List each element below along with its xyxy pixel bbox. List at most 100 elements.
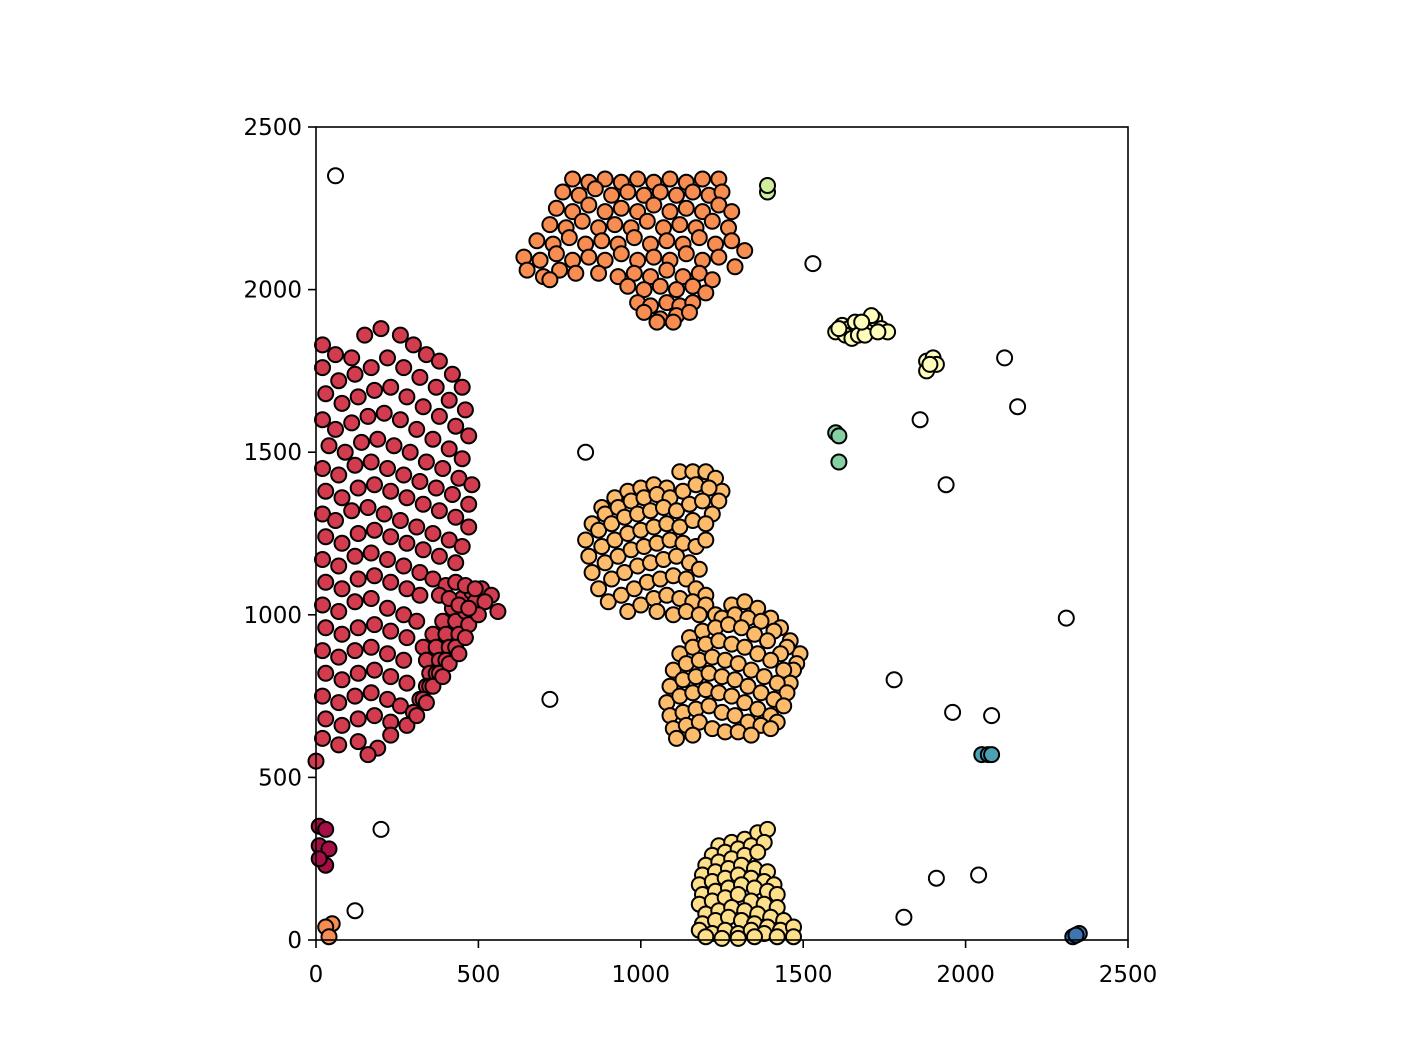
data-point xyxy=(590,264,608,282)
data-point xyxy=(681,303,698,321)
data-point xyxy=(379,645,396,663)
y-tick-label: 2000 xyxy=(243,278,302,304)
data-point xyxy=(619,277,637,295)
data-point xyxy=(379,349,396,367)
data-point xyxy=(619,603,637,620)
data-point xyxy=(668,186,685,204)
data-point xyxy=(314,551,331,568)
x-tick-label: 2500 xyxy=(1099,962,1158,988)
data-point xyxy=(736,638,754,656)
data-point xyxy=(349,710,367,728)
data-point xyxy=(830,320,848,338)
data-point xyxy=(398,580,416,598)
data-point xyxy=(983,746,1001,764)
data-point xyxy=(440,440,458,458)
data-point xyxy=(372,320,390,338)
data-point xyxy=(697,515,715,533)
data-point xyxy=(668,281,685,299)
data-point xyxy=(541,271,559,289)
data-point xyxy=(314,336,331,354)
data-point xyxy=(385,437,403,455)
data-point xyxy=(382,528,400,546)
data-point xyxy=(638,212,656,230)
data-point xyxy=(443,486,461,503)
data-point xyxy=(320,840,338,858)
data-point xyxy=(346,593,364,611)
data-point xyxy=(547,245,565,263)
data-point xyxy=(349,479,367,497)
data-point xyxy=(609,547,627,565)
data-point xyxy=(726,707,744,725)
data-point xyxy=(417,694,435,712)
data-point xyxy=(697,531,715,549)
data-point xyxy=(645,248,663,266)
data-point xyxy=(343,414,361,432)
data-point xyxy=(330,736,348,754)
data-point xyxy=(417,453,435,471)
data-point xyxy=(327,512,344,529)
data-point xyxy=(629,170,647,188)
data-point xyxy=(411,473,429,490)
data-point xyxy=(775,697,793,715)
data-point xyxy=(456,401,474,419)
data-point xyxy=(343,502,361,520)
y-tick-label: 2500 xyxy=(243,115,302,141)
data-point xyxy=(586,180,604,198)
data-point xyxy=(489,603,507,620)
data-point xyxy=(427,378,445,396)
data-point xyxy=(531,251,549,269)
data-point xyxy=(736,593,754,611)
data-point xyxy=(440,531,458,549)
data-point xyxy=(593,538,611,555)
data-point xyxy=(713,929,731,947)
data-point xyxy=(317,710,335,728)
data-point xyxy=(382,622,400,640)
data-point xyxy=(1057,609,1075,627)
x-tick-label: 0 xyxy=(309,962,324,988)
data-point xyxy=(710,248,728,266)
data-point xyxy=(366,476,383,494)
data-point xyxy=(996,349,1014,367)
data-point xyxy=(911,411,929,429)
data-point xyxy=(739,677,757,695)
data-point xyxy=(430,352,448,370)
data-point xyxy=(564,170,582,188)
data-point xyxy=(603,515,621,533)
data-point xyxy=(684,726,702,744)
data-point xyxy=(853,313,871,331)
data-point xyxy=(330,557,348,575)
data-point xyxy=(554,183,572,201)
data-point xyxy=(320,437,338,455)
data-point xyxy=(314,596,331,614)
data-point xyxy=(343,349,361,367)
data-point xyxy=(401,443,419,461)
data-point xyxy=(317,820,335,838)
data-point xyxy=(603,186,621,204)
y-tick-label: 1500 xyxy=(243,440,302,466)
data-point xyxy=(327,167,344,185)
data-point xyxy=(736,242,754,260)
data-point xyxy=(349,570,367,588)
data-point xyxy=(398,388,416,406)
data-point xyxy=(541,216,559,234)
data-point xyxy=(733,619,750,637)
data-point xyxy=(314,642,331,660)
data-point xyxy=(785,928,802,946)
data-point xyxy=(372,820,390,838)
data-point xyxy=(752,684,770,702)
axes-layer: 0 500 1000 1500 2000 2500 0 500 1000 1500 2000 2500 xyxy=(243,115,1157,988)
data-point xyxy=(583,564,601,581)
data-point xyxy=(612,586,630,604)
data-point xyxy=(625,229,643,247)
data-point xyxy=(453,450,471,468)
data-point xyxy=(349,619,367,637)
data-point xyxy=(314,729,331,747)
data-point xyxy=(625,580,643,598)
data-point xyxy=(885,671,903,689)
data-point xyxy=(700,697,718,715)
data-point xyxy=(414,398,432,416)
data-point xyxy=(729,929,747,947)
data-point xyxy=(427,479,445,497)
data-point xyxy=(327,346,344,364)
data-point xyxy=(408,420,426,438)
